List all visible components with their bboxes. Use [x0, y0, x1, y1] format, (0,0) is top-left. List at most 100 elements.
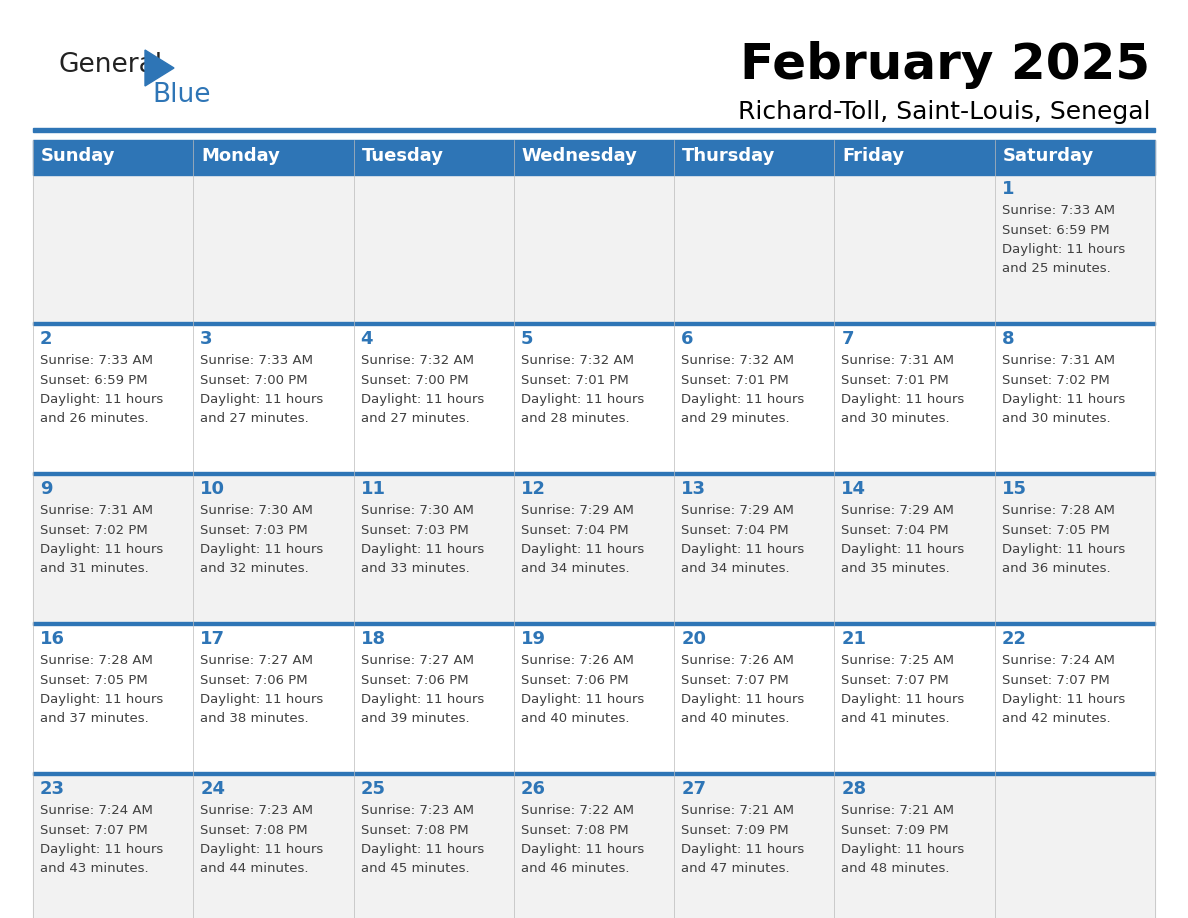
Text: Sunrise: 7:22 AM: Sunrise: 7:22 AM [520, 804, 634, 818]
Text: Sunrise: 7:33 AM: Sunrise: 7:33 AM [201, 354, 314, 367]
Text: Richard-Toll, Saint-Louis, Senegal: Richard-Toll, Saint-Louis, Senegal [738, 100, 1150, 124]
Text: and 43 minutes.: and 43 minutes. [40, 861, 148, 875]
Text: Daylight: 11 hours: Daylight: 11 hours [201, 543, 323, 555]
Text: 8: 8 [1001, 330, 1015, 349]
Text: Daylight: 11 hours: Daylight: 11 hours [520, 843, 644, 856]
Text: and 29 minutes.: and 29 minutes. [681, 411, 790, 424]
Bar [834, 475, 994, 622]
Bar [514, 324, 674, 472]
Text: Sunset: 7:09 PM: Sunset: 7:09 PM [681, 823, 789, 836]
Text: 15: 15 [1001, 480, 1026, 498]
Bar [354, 324, 514, 472]
Text: Sunset: 7:05 PM: Sunset: 7:05 PM [40, 674, 147, 687]
Text: 21: 21 [841, 631, 866, 648]
Text: 2: 2 [40, 330, 52, 349]
Bar [33, 128, 1155, 132]
Text: Sunrise: 7:26 AM: Sunrise: 7:26 AM [520, 655, 633, 667]
Text: Sunrise: 7:29 AM: Sunrise: 7:29 AM [681, 505, 794, 518]
Text: 27: 27 [681, 780, 706, 799]
Text: Daylight: 11 hours: Daylight: 11 hours [681, 393, 804, 406]
Text: Sunrise: 7:29 AM: Sunrise: 7:29 AM [841, 505, 954, 518]
Text: and 27 minutes.: and 27 minutes. [201, 411, 309, 424]
Text: Sunset: 7:07 PM: Sunset: 7:07 PM [40, 823, 147, 836]
Text: Sunset: 7:06 PM: Sunset: 7:06 PM [201, 674, 308, 687]
Text: Daylight: 11 hours: Daylight: 11 hours [520, 692, 644, 706]
Text: Sunset: 7:08 PM: Sunset: 7:08 PM [361, 823, 468, 836]
Text: Sunset: 7:02 PM: Sunset: 7:02 PM [1001, 374, 1110, 386]
Text: Monday: Monday [201, 147, 280, 165]
Text: Sunset: 7:07 PM: Sunset: 7:07 PM [841, 674, 949, 687]
Text: Sunrise: 7:23 AM: Sunrise: 7:23 AM [361, 804, 474, 818]
Text: Sunset: 7:07 PM: Sunset: 7:07 PM [1001, 674, 1110, 687]
Text: Daylight: 11 hours: Daylight: 11 hours [1001, 692, 1125, 706]
Text: Sunset: 7:04 PM: Sunset: 7:04 PM [841, 523, 949, 536]
Bar [354, 475, 514, 622]
Text: 6: 6 [681, 330, 694, 349]
Text: and 38 minutes.: and 38 minutes. [201, 711, 309, 724]
Bar [354, 174, 514, 322]
Text: Sunrise: 7:24 AM: Sunrise: 7:24 AM [40, 804, 153, 818]
Text: 17: 17 [201, 631, 226, 648]
Text: Sunrise: 7:21 AM: Sunrise: 7:21 AM [681, 804, 794, 818]
Text: Thursday: Thursday [682, 147, 776, 165]
Text: Sunset: 7:06 PM: Sunset: 7:06 PM [361, 674, 468, 687]
Bar [33, 324, 194, 472]
Text: Sunrise: 7:31 AM: Sunrise: 7:31 AM [1001, 354, 1114, 367]
Text: Daylight: 11 hours: Daylight: 11 hours [361, 692, 484, 706]
Bar [354, 624, 514, 772]
Text: and 26 minutes.: and 26 minutes. [40, 411, 148, 424]
Text: 10: 10 [201, 480, 226, 498]
Text: Sunset: 7:08 PM: Sunset: 7:08 PM [520, 823, 628, 836]
Text: Daylight: 11 hours: Daylight: 11 hours [40, 393, 163, 406]
Text: Sunday: Sunday [42, 147, 115, 165]
Text: Daylight: 11 hours: Daylight: 11 hours [1001, 242, 1125, 255]
Text: Daylight: 11 hours: Daylight: 11 hours [520, 543, 644, 555]
Bar [514, 775, 674, 918]
Text: Sunset: 7:01 PM: Sunset: 7:01 PM [520, 374, 628, 386]
Text: 4: 4 [361, 330, 373, 349]
Text: 25: 25 [361, 780, 386, 799]
Bar [994, 324, 1155, 472]
Text: and 30 minutes.: and 30 minutes. [841, 411, 950, 424]
Text: Sunset: 7:04 PM: Sunset: 7:04 PM [520, 523, 628, 536]
Text: and 42 minutes.: and 42 minutes. [1001, 711, 1111, 724]
Text: Saturday: Saturday [1003, 147, 1094, 165]
Text: Sunrise: 7:29 AM: Sunrise: 7:29 AM [520, 505, 633, 518]
Text: Sunset: 7:06 PM: Sunset: 7:06 PM [520, 674, 628, 687]
Text: General: General [58, 52, 162, 78]
Text: 9: 9 [40, 480, 52, 498]
Text: Sunset: 7:07 PM: Sunset: 7:07 PM [681, 674, 789, 687]
Text: and 45 minutes.: and 45 minutes. [361, 861, 469, 875]
Text: Sunset: 7:00 PM: Sunset: 7:00 PM [361, 374, 468, 386]
Text: 16: 16 [40, 631, 65, 648]
Bar [674, 475, 834, 622]
Text: Daylight: 11 hours: Daylight: 11 hours [40, 692, 163, 706]
Text: and 37 minutes.: and 37 minutes. [40, 711, 148, 724]
Text: and 48 minutes.: and 48 minutes. [841, 861, 950, 875]
Text: Sunrise: 7:32 AM: Sunrise: 7:32 AM [681, 354, 794, 367]
Text: Sunrise: 7:21 AM: Sunrise: 7:21 AM [841, 804, 954, 818]
Text: Blue: Blue [152, 82, 210, 108]
Text: Daylight: 11 hours: Daylight: 11 hours [841, 692, 965, 706]
Text: Sunrise: 7:31 AM: Sunrise: 7:31 AM [841, 354, 954, 367]
Text: Daylight: 11 hours: Daylight: 11 hours [40, 843, 163, 856]
Text: 19: 19 [520, 631, 545, 648]
Text: and 35 minutes.: and 35 minutes. [841, 562, 950, 575]
Text: Sunrise: 7:26 AM: Sunrise: 7:26 AM [681, 655, 794, 667]
Bar [33, 322, 1155, 324]
Bar [33, 140, 1155, 172]
Text: Daylight: 11 hours: Daylight: 11 hours [520, 393, 644, 406]
Text: 28: 28 [841, 780, 866, 799]
Text: Sunrise: 7:27 AM: Sunrise: 7:27 AM [361, 655, 474, 667]
Bar [194, 775, 354, 918]
Text: and 40 minutes.: and 40 minutes. [520, 711, 630, 724]
Text: 12: 12 [520, 480, 545, 498]
Text: Daylight: 11 hours: Daylight: 11 hours [841, 393, 965, 406]
Text: and 32 minutes.: and 32 minutes. [201, 562, 309, 575]
Text: Daylight: 11 hours: Daylight: 11 hours [361, 843, 484, 856]
Bar [33, 622, 1155, 624]
Text: Daylight: 11 hours: Daylight: 11 hours [841, 543, 965, 555]
Text: Sunrise: 7:33 AM: Sunrise: 7:33 AM [40, 354, 153, 367]
Bar [834, 775, 994, 918]
Text: Daylight: 11 hours: Daylight: 11 hours [201, 843, 323, 856]
